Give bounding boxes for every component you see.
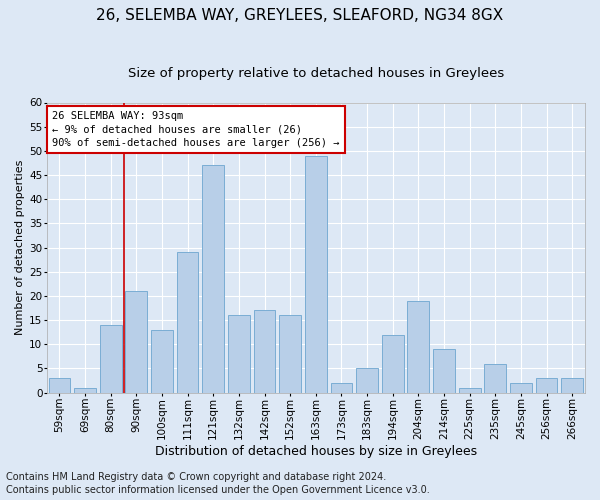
Bar (484, 364, 506, 392)
Bar (561, 378, 583, 392)
Text: Contains HM Land Registry data © Crown copyright and database right 2024.
Contai: Contains HM Land Registry data © Crown c… (6, 472, 430, 495)
Text: 26, SELEMBA WAY, GREYLEES, SLEAFORD, NG34 8GX: 26, SELEMBA WAY, GREYLEES, SLEAFORD, NG3… (97, 8, 503, 22)
Bar (459, 388, 481, 392)
Text: 26 SELEMBA WAY: 93sqm
← 9% of detached houses are smaller (26)
90% of semi-detac: 26 SELEMBA WAY: 93sqm ← 9% of detached h… (52, 111, 340, 148)
Bar (125, 291, 147, 392)
Bar (151, 330, 173, 392)
Bar (331, 383, 352, 392)
Bar (49, 378, 70, 392)
Bar (177, 252, 199, 392)
Bar (202, 166, 224, 392)
Bar (305, 156, 326, 392)
X-axis label: Distribution of detached houses by size in Greylees: Distribution of detached houses by size … (155, 444, 477, 458)
Bar (100, 325, 122, 392)
Bar (356, 368, 378, 392)
Bar (74, 388, 96, 392)
Bar (382, 334, 404, 392)
Bar (433, 349, 455, 393)
Bar (228, 316, 250, 392)
Y-axis label: Number of detached properties: Number of detached properties (15, 160, 25, 336)
Bar (279, 316, 301, 392)
Bar (510, 383, 532, 392)
Title: Size of property relative to detached houses in Greylees: Size of property relative to detached ho… (128, 68, 504, 80)
Bar (536, 378, 557, 392)
Bar (254, 310, 275, 392)
Bar (407, 301, 429, 392)
